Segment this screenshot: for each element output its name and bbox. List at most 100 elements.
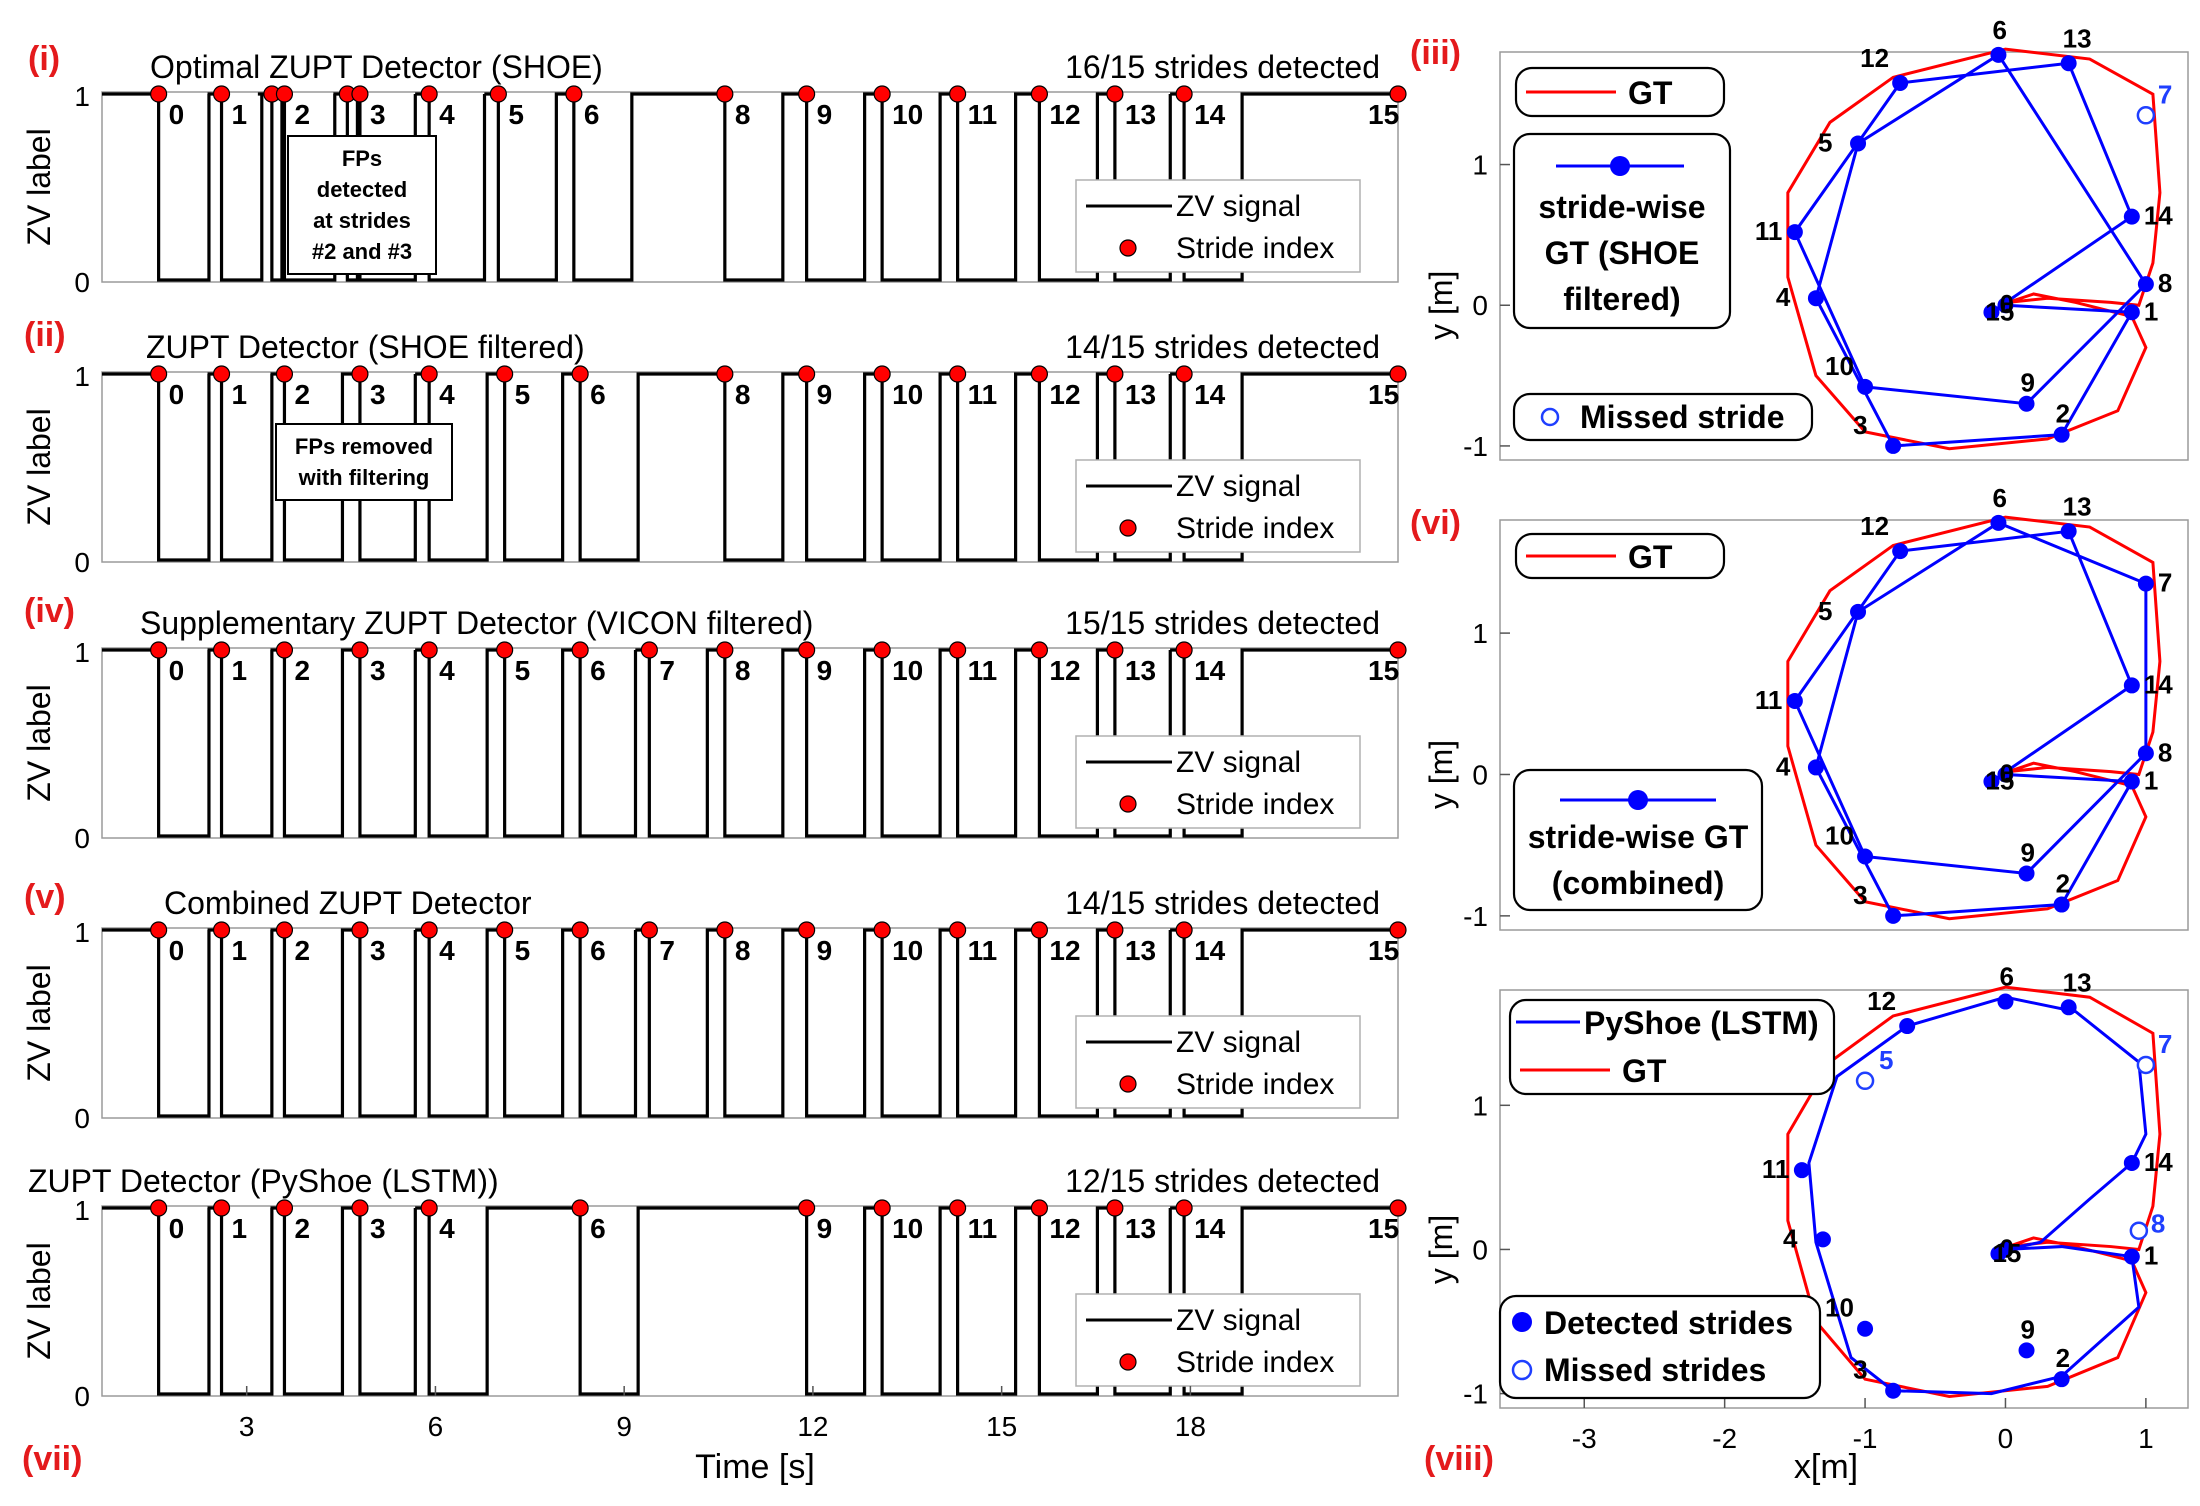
panel-tag: (ii) [24, 316, 66, 354]
stride-marker [949, 921, 967, 939]
stride-label: 4 [439, 1213, 455, 1244]
legend-box [1075, 1015, 1361, 1109]
stride-marker [798, 365, 816, 383]
detected-stride-marker [2060, 523, 2077, 540]
stride-label: 5 [515, 655, 531, 686]
stride-marker [571, 1199, 589, 1217]
stride-label: 9 [817, 655, 833, 686]
legend-box [1512, 132, 1732, 330]
stride-count-status: 16/15 strides detected [1065, 49, 1380, 85]
stride-marker [212, 85, 231, 103]
annotation-text: with filtering [298, 465, 430, 490]
stride-marker [351, 365, 369, 383]
stride-count-status: 14/15 strides detected [1065, 885, 1380, 921]
stride-number-label: 12 [1867, 986, 1896, 1016]
stride-marker [420, 1199, 438, 1217]
stride-label: 8 [735, 935, 751, 966]
legend-stride-swatch [1119, 1353, 1137, 1371]
stride-marker [351, 641, 369, 659]
legend-label: Missed stride [1580, 399, 1785, 435]
stride-marker [1030, 921, 1048, 939]
detected-stride-marker [1990, 514, 2007, 531]
detected-stride-marker [1892, 543, 1909, 560]
stride-label: 10 [892, 99, 923, 130]
stride-marker [873, 85, 891, 103]
stride-number-label: 11 [1755, 685, 1783, 715]
legend-box [1514, 66, 1726, 118]
stride-label: 4 [439, 379, 455, 410]
stride-label: 12 [1049, 379, 1080, 410]
stride-number-label: 13 [2063, 23, 2092, 53]
stride-marker [716, 921, 734, 939]
stride-label: 15 [1368, 1213, 1399, 1244]
stride-label: 12 [1049, 1213, 1080, 1244]
stride-label: 10 [892, 935, 923, 966]
detected-stride-marker [1997, 766, 2014, 783]
legend-signal-label: ZV signal [1176, 470, 1301, 503]
legend-stride-label: Stride index [1176, 512, 1334, 545]
stride-number-label: 3 [1853, 880, 1867, 910]
stride-wise-path [1793, 521, 2148, 918]
stride-number-label: 12 [1860, 511, 1889, 541]
stride-marker [798, 1199, 816, 1217]
stride-number-label: 11 [1762, 1154, 1790, 1184]
stride-marker [150, 1199, 168, 1217]
legend-label: Detected strides [1544, 1305, 1793, 1341]
stride-label: 8 [735, 99, 751, 130]
stride-label: 12 [1049, 655, 1080, 686]
stride-marker [351, 1199, 369, 1217]
stride-marker [873, 921, 891, 939]
y-tick-label: 1 [74, 81, 90, 112]
detected-stride-marker [1983, 773, 2000, 790]
panel-tag: (i) [28, 40, 60, 78]
stride-label: 11 [968, 1213, 998, 1244]
stride-marker [1106, 365, 1124, 383]
detected-stride-marker [2123, 208, 2140, 225]
detected-stride-marker [2018, 395, 2035, 412]
stride-number-label: 1 [2144, 1241, 2158, 1271]
stride-label: 8 [735, 655, 751, 686]
stride-label: 5 [515, 935, 531, 966]
panel-title: Supplementary ZUPT Detector (VICON filte… [140, 605, 813, 641]
stride-label: 6 [590, 379, 606, 410]
stride-number-label: 14 [2144, 201, 2173, 231]
stride-marker [640, 641, 658, 659]
annotation-text: #2 and #3 [312, 239, 412, 264]
detected-stride-marker [1850, 135, 1867, 152]
x-tick-label: 18 [1175, 1411, 1206, 1442]
stride-number-label: 6 [1999, 962, 2013, 992]
stride-marker [873, 365, 891, 383]
x-tick-label: 6 [428, 1411, 444, 1442]
stride-marker [716, 365, 734, 383]
detected-stride-marker [1885, 907, 1902, 924]
y-axis-label: y [m] [1423, 740, 1459, 809]
stride-label: 1 [232, 935, 248, 966]
stride-label: 0 [169, 379, 185, 410]
stride-label: 12 [1049, 99, 1080, 130]
stride-marker [1030, 85, 1048, 103]
stride-number-label: 2 [2056, 869, 2070, 899]
detected-stride-marker [1885, 1382, 1902, 1399]
stride-number-label: 3 [1853, 410, 1867, 440]
stride-marker [1389, 365, 1407, 383]
detected-stride-marker [2018, 865, 2035, 882]
stride-label: 1 [232, 1213, 248, 1244]
stride-label: 1 [232, 379, 248, 410]
stride-marker [798, 641, 816, 659]
y-axis-label: ZV label [21, 684, 57, 801]
y-axis-label: ZV label [21, 964, 57, 1081]
legend-missed-swatch [1540, 407, 1560, 427]
stride-marker [949, 365, 967, 383]
stride-label: 0 [169, 655, 185, 686]
stride-label: 2 [294, 1213, 310, 1244]
stride-marker [571, 365, 589, 383]
stride-number-label: 9 [2021, 837, 2035, 867]
legend-box [1512, 768, 1764, 912]
detected-stride-marker [2123, 304, 2140, 321]
stride-number-label: 4 [1776, 282, 1791, 312]
y-axis-label: ZV label [21, 1242, 57, 1359]
stride-label: 3 [370, 1213, 386, 1244]
x-tick-label: 1 [2138, 1423, 2154, 1454]
